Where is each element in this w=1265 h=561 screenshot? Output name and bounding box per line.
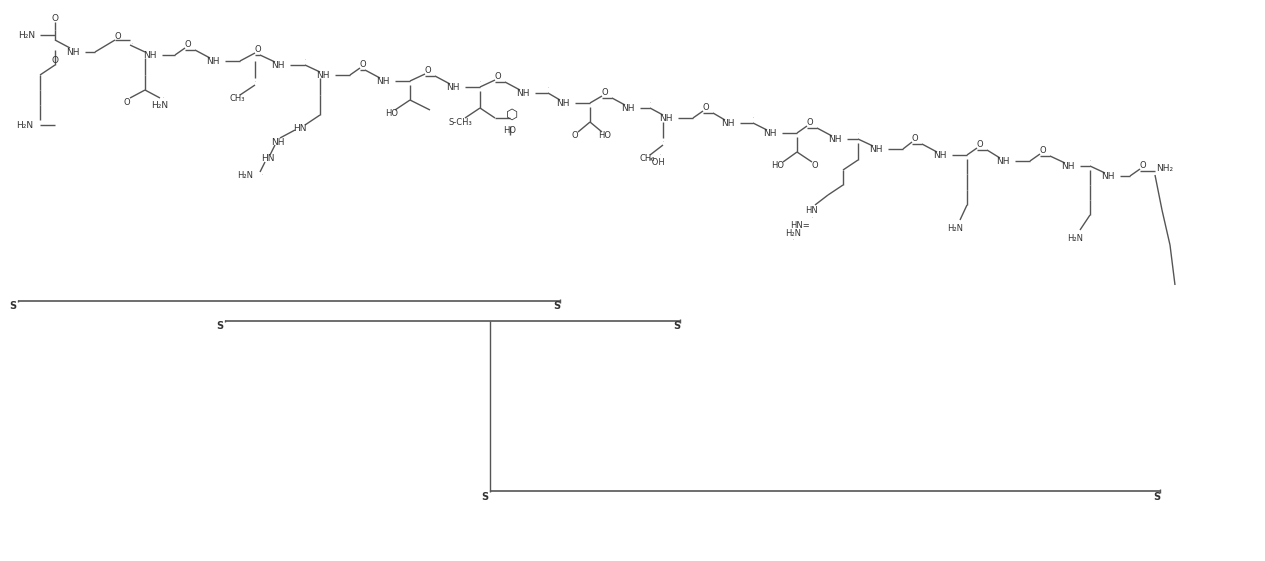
Text: O: O xyxy=(359,59,367,68)
Text: NH: NH xyxy=(66,48,80,57)
Text: S: S xyxy=(216,321,224,331)
Text: O: O xyxy=(254,44,262,53)
Text: NH: NH xyxy=(206,57,220,66)
Text: O: O xyxy=(425,66,431,75)
Text: NH: NH xyxy=(621,103,635,113)
Text: O: O xyxy=(52,56,58,65)
Text: H₂N: H₂N xyxy=(18,30,35,39)
Text: O: O xyxy=(912,134,918,142)
Text: NH: NH xyxy=(447,82,459,91)
Text: O: O xyxy=(977,140,983,149)
Text: ⬡: ⬡ xyxy=(506,108,519,122)
Text: H₂N: H₂N xyxy=(16,121,33,130)
Text: NH: NH xyxy=(1061,162,1075,171)
Text: NH: NH xyxy=(376,76,390,85)
Text: O: O xyxy=(807,117,813,126)
Text: HO: HO xyxy=(598,131,611,140)
Text: HO: HO xyxy=(503,126,516,135)
Text: NH: NH xyxy=(763,128,777,137)
Text: H₂N: H₂N xyxy=(237,171,253,180)
Text: HO: HO xyxy=(772,160,784,169)
Text: O: O xyxy=(702,103,710,112)
Text: HN=: HN= xyxy=(791,220,810,229)
Text: NH: NH xyxy=(934,150,946,159)
Text: H₂N: H₂N xyxy=(152,100,168,109)
Text: S: S xyxy=(1154,492,1160,502)
Text: O: O xyxy=(812,160,818,169)
Text: O: O xyxy=(1040,145,1046,154)
Text: NH: NH xyxy=(557,99,569,108)
Text: NH: NH xyxy=(316,71,330,80)
Text: HN: HN xyxy=(806,205,818,214)
Text: NH: NH xyxy=(997,157,1009,165)
Text: NH: NH xyxy=(1102,172,1114,181)
Text: H₂N: H₂N xyxy=(947,223,963,232)
Text: NH: NH xyxy=(271,61,285,70)
Text: O: O xyxy=(572,131,578,140)
Text: S-CH₃: S-CH₃ xyxy=(448,117,472,126)
Text: NH: NH xyxy=(271,137,285,146)
Text: O: O xyxy=(124,98,130,107)
Text: NH: NH xyxy=(143,50,157,59)
Text: O: O xyxy=(1140,160,1146,169)
Text: CH₃: CH₃ xyxy=(639,154,655,163)
Text: S: S xyxy=(673,321,681,331)
Text: H₂N: H₂N xyxy=(786,228,801,237)
Text: H₂N: H₂N xyxy=(1066,233,1083,242)
Text: O: O xyxy=(185,39,191,48)
Text: O: O xyxy=(115,31,121,40)
Text: HN: HN xyxy=(262,154,275,163)
Text: S: S xyxy=(554,301,560,311)
Text: S: S xyxy=(9,301,16,311)
Text: O: O xyxy=(52,13,58,22)
Text: HN: HN xyxy=(293,123,306,132)
Text: O: O xyxy=(495,71,501,80)
Text: NH: NH xyxy=(721,118,735,127)
Text: NH: NH xyxy=(659,113,673,122)
Text: O: O xyxy=(602,88,608,96)
Text: NH₂: NH₂ xyxy=(1156,163,1174,172)
Text: "OH: "OH xyxy=(649,158,665,167)
Text: CH₃: CH₃ xyxy=(229,94,244,103)
Text: S: S xyxy=(482,492,488,502)
Text: NH: NH xyxy=(869,145,883,154)
Text: NH: NH xyxy=(516,89,530,98)
Text: NH: NH xyxy=(829,135,841,144)
Text: HO: HO xyxy=(386,108,398,117)
